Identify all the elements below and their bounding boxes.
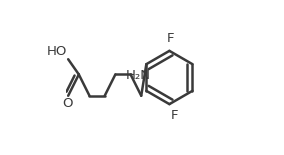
Text: F: F (171, 109, 178, 122)
Text: F: F (167, 32, 175, 45)
Text: H₂N: H₂N (126, 69, 151, 82)
Text: HO: HO (47, 45, 67, 58)
Text: O: O (62, 97, 73, 110)
